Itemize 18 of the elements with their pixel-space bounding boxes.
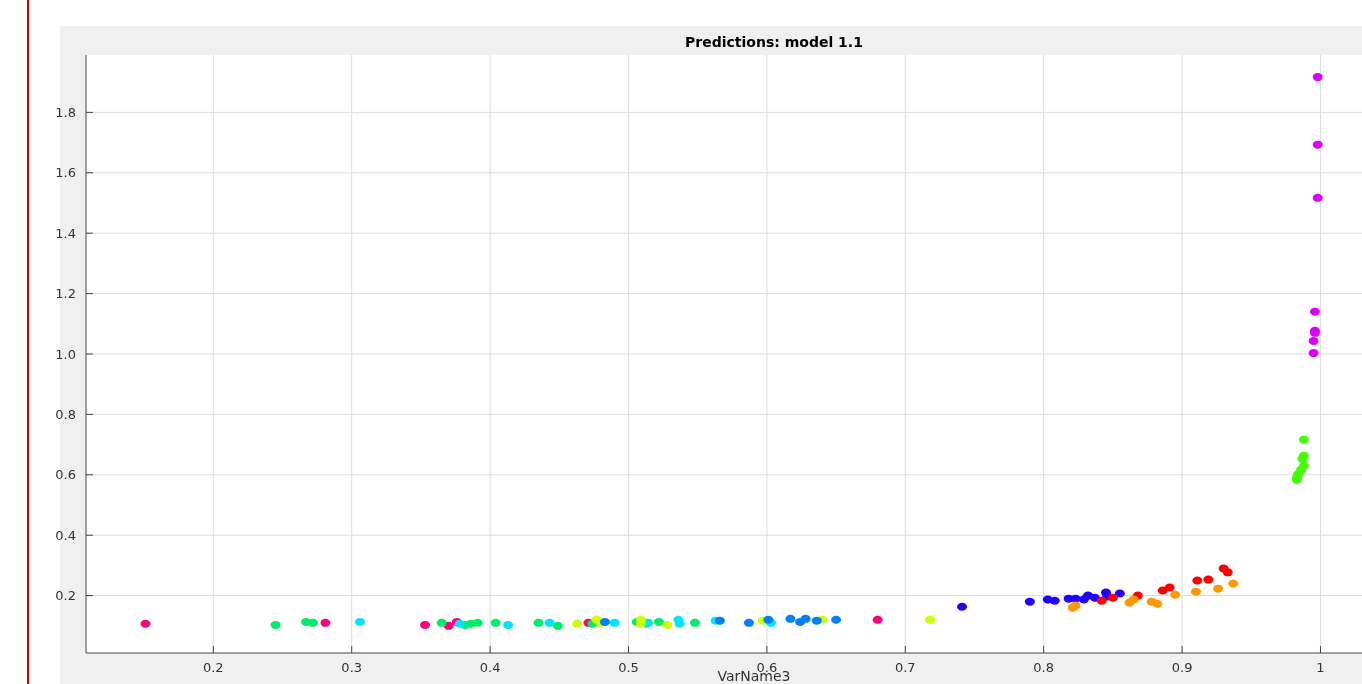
x-tick-label: 0.2: [202, 660, 224, 675]
y-tick-label: 1.4: [55, 225, 76, 241]
y-tick-label: 1.6: [55, 165, 76, 181]
x-tick-label: 0.9: [1171, 660, 1193, 675]
chart-title: Predictions: model 1.1: [685, 34, 863, 50]
y-tick-label: 0.6: [55, 467, 76, 483]
x-tick-label: 0.7: [894, 660, 916, 675]
x-tick-label: 0.4: [479, 660, 501, 675]
y-tick-label: 0.2: [55, 588, 76, 604]
x-tick-label: 0.3: [341, 660, 363, 675]
y-tick-label: 0.4: [55, 527, 76, 543]
y-tick-label: 1.8: [55, 104, 76, 120]
x-tick-label: 0.5: [618, 660, 639, 675]
y-tick-label: 1.2: [55, 286, 76, 302]
y-tick-label: 0.8: [55, 406, 76, 422]
x-tick-label: 1: [1316, 660, 1325, 675]
y-tick-label: 1.0: [55, 346, 76, 362]
x-tick-label: 0.8: [1033, 660, 1055, 675]
